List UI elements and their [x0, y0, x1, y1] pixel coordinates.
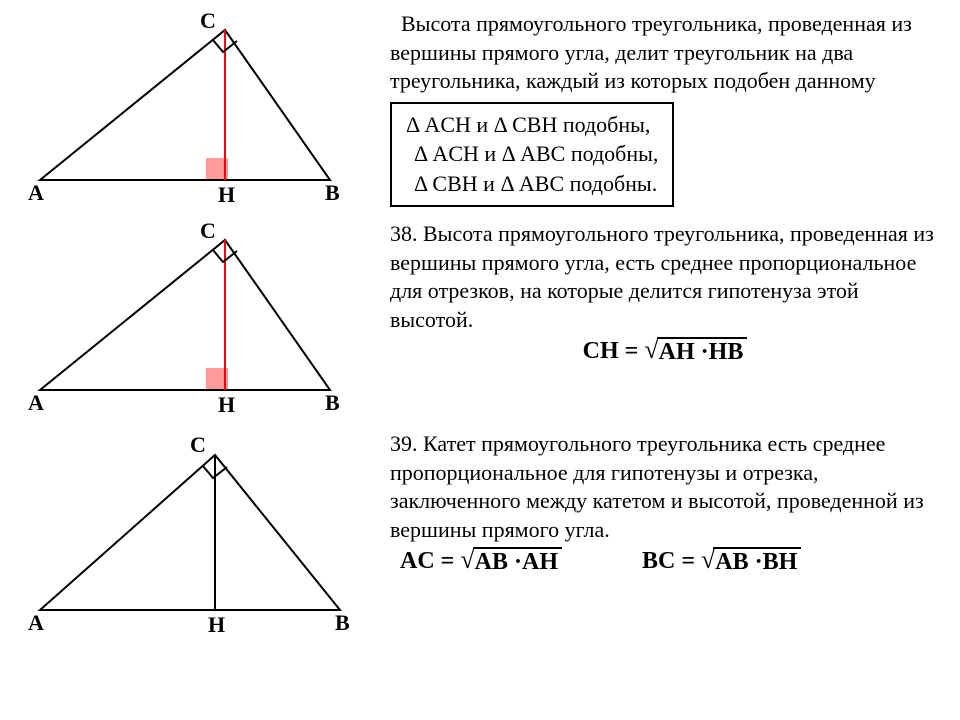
- item-38-paragraph: 38. Высота прямоугольного треугольника, …: [390, 220, 940, 334]
- item-39-body: Катет прямоугольного треугольника есть с…: [390, 431, 924, 542]
- label-H: H: [218, 392, 235, 417]
- label-H: H: [218, 182, 235, 207]
- formula-39a-eq: =: [441, 548, 455, 574]
- label-B: B: [325, 390, 340, 415]
- triangle: [40, 240, 330, 390]
- formula-38: CH = √ AH ·HB: [390, 336, 940, 367]
- intro-paragraph: Высота прямоугольного треугольника, пров…: [390, 10, 940, 96]
- row-38: A B C H 38. Высота прямоугольного треуго…: [20, 220, 940, 420]
- triangle: [40, 30, 330, 180]
- row-39: A B C H 39. Катет прямоугольного треугол…: [20, 430, 940, 640]
- sqrt-icon: √ AH ·HB: [644, 337, 747, 365]
- label-C: C: [200, 220, 216, 243]
- item-38-number: 38.: [390, 221, 418, 246]
- diagram-1: A B C H: [20, 10, 390, 210]
- row-intro: A B C H Высота прямоугольного треугольни…: [20, 10, 940, 210]
- label-H: H: [208, 612, 225, 637]
- item-39-text: 39. Катет прямоугольного треугольника ес…: [390, 430, 940, 578]
- formula-39a-radicand: AB ·AH: [473, 547, 562, 575]
- formula-39b: BC = √ AB ·BH: [642, 546, 801, 577]
- formula-39-row: AC = √ AB ·AH BC = √ AB ·BH: [400, 546, 940, 577]
- formula-38-eq: =: [625, 338, 639, 364]
- diagram-2: A B C H: [20, 220, 390, 420]
- formula-39a: AC = √ AB ·AH: [400, 546, 562, 577]
- formula-39a-lhs: AC: [400, 548, 435, 574]
- formula-39b-radicand: AB ·BH: [713, 547, 801, 575]
- triangle: [40, 455, 340, 610]
- label-A: A: [28, 610, 44, 635]
- item-39-paragraph: 39. Катет прямоугольного треугольника ес…: [390, 430, 940, 544]
- sqrt-icon: √ AB ·AH: [460, 547, 562, 575]
- label-B: B: [325, 180, 340, 205]
- label-A: A: [28, 390, 44, 415]
- label-B: B: [335, 610, 350, 635]
- box-line-2: Δ ACH и Δ ABC подобны,: [406, 139, 658, 169]
- formula-39b-lhs: BC: [642, 548, 675, 574]
- item-38-text: 38. Высота прямоугольного треугольника, …: [390, 220, 940, 368]
- formula-38-lhs: CH: [583, 338, 619, 364]
- intro-text-column: Высота прямоугольного треугольника, пров…: [390, 10, 940, 207]
- box-line-1: Δ ACH и Δ CBH подобны,: [406, 110, 658, 140]
- item-39-number: 39.: [390, 431, 418, 456]
- similarity-box: Δ ACH и Δ CBH подобны, Δ ACH и Δ ABC под…: [390, 102, 674, 207]
- item-38-body: Высота прямоугольного треугольника, пров…: [390, 221, 934, 332]
- label-C: C: [200, 10, 216, 33]
- formula-39b-eq: =: [681, 548, 695, 574]
- diagram-3: A B C H: [20, 430, 390, 640]
- label-C: C: [190, 432, 206, 457]
- formula-38-radicand: AH ·HB: [657, 337, 748, 365]
- box-line-3: Δ CBH и Δ ABC подобны.: [406, 169, 658, 199]
- sqrt-icon: √ AB ·BH: [701, 547, 801, 575]
- label-A: A: [28, 180, 44, 205]
